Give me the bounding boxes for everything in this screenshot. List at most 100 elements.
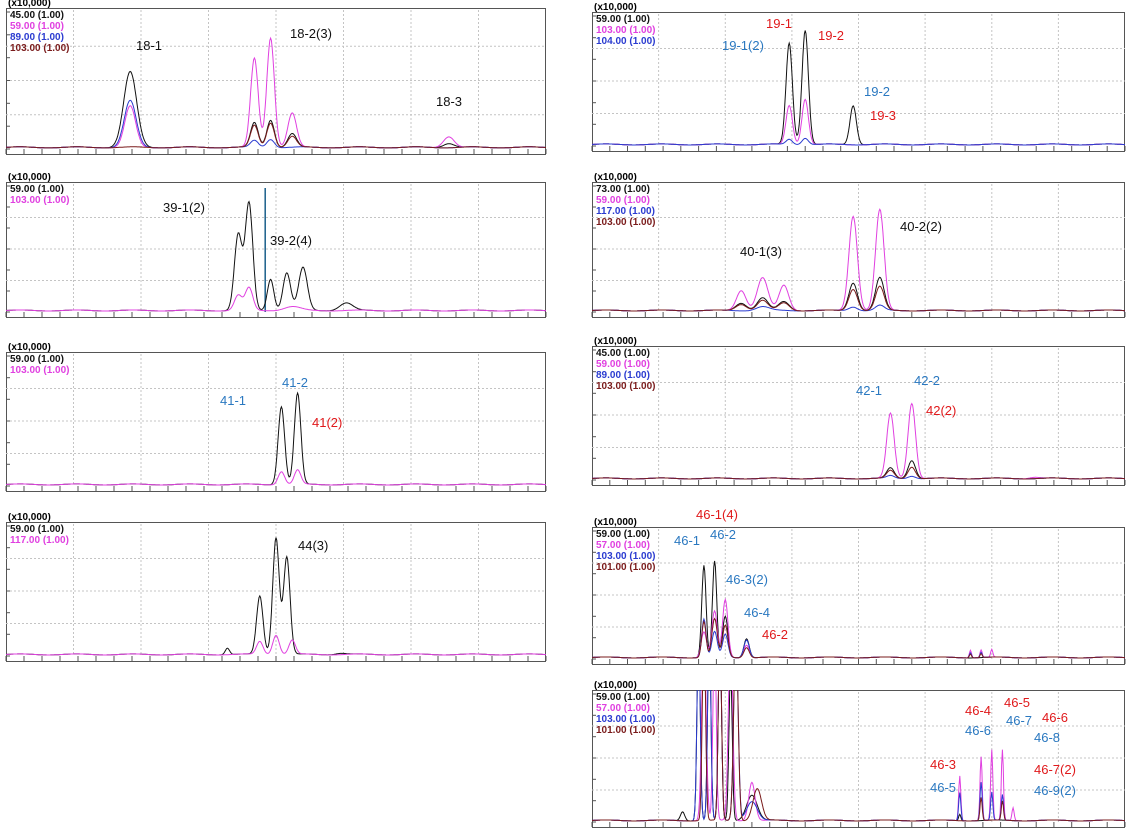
series-magenta (6, 634, 546, 656)
plot-area (5, 8, 547, 155)
frame (6, 352, 546, 492)
peak-label: 46-1(4) (696, 507, 738, 522)
scale-label: (x10,000) (8, 343, 51, 352)
legend-entry: 59.00 (1.00) (10, 354, 64, 365)
plot-area (591, 12, 1126, 152)
chromatogram-46-a: (x10,000) 59.00 (1.00) 57.00 (1.00) 103.00… (591, 507, 1126, 665)
frame (592, 690, 1125, 828)
legend-entry: 45.00 (1.00) (596, 348, 650, 359)
frame (6, 182, 546, 318)
scale-label: (x10,000) (8, 513, 51, 522)
legend-entry: 101.00 (1.00) (596, 725, 656, 736)
legend-entry: 59.00 (1.00) (596, 359, 650, 370)
peak-label: 46-5 (930, 780, 957, 795)
frame (592, 346, 1125, 486)
peak-label: 46-6 (965, 723, 992, 738)
peak-label: 19-1(2) (722, 38, 764, 53)
peak-label: 46-4 (744, 605, 771, 620)
legend-entry: 103.00 (1.00) (596, 25, 656, 36)
legend-entry: 103.00 (1.00) (10, 195, 70, 206)
chromatogram-41: (x10,000) 59.00 (1.00) 103.00 (1.00) 41-1… (5, 343, 547, 492)
scale-label: (x10,000) (594, 518, 637, 527)
scale-label: (x10,000) (594, 173, 637, 182)
chromatogram-46-b: (x10,000) 59.00 (1.00) 57.00 (1.00) 103.00… (591, 681, 1126, 828)
peak-label: 46-9(2) (1034, 783, 1076, 798)
legend-entry: 103.00 (1.00) (596, 217, 656, 228)
peak-label: 46-8 (1034, 730, 1061, 745)
peak-label: 18-1 (136, 38, 163, 53)
series-brown (592, 617, 1125, 659)
legend-entry: 59.00 (1.00) (10, 524, 64, 535)
legend-entry: 59.00 (1.00) (596, 195, 650, 206)
peak-label: 41(2) (312, 415, 343, 430)
frame (6, 522, 546, 662)
plot-area (591, 690, 1126, 828)
peak-label: 46-6 (1042, 710, 1069, 725)
peak-label: 41-1 (220, 393, 247, 408)
frame (592, 12, 1125, 152)
scale-label: (x10,000) (594, 681, 637, 690)
series-brown (592, 466, 1125, 480)
plot-area (5, 352, 547, 492)
series-brown (6, 122, 546, 149)
frame (592, 182, 1125, 318)
legend-entry: 57.00 (1.00) (596, 540, 650, 551)
scale-label: (x10,000) (8, 0, 51, 8)
peak-label: 18-3 (436, 94, 463, 109)
legend-entry: 59.00 (1.00) (10, 21, 64, 32)
peak-label: 19-2 (864, 84, 891, 99)
legend-entry: 73.00 (1.00) (596, 184, 650, 195)
legend-entry: 117.00 (1.00) (10, 535, 69, 546)
scale-label: (x10,000) (594, 337, 637, 346)
series-blue (592, 137, 1125, 146)
plot-area (5, 522, 547, 662)
peak-label: 42(2) (926, 403, 957, 418)
peak-label: 42-2 (914, 373, 941, 388)
legend-entry: 45.00 (1.00) (10, 10, 64, 21)
peak-label: 40-2(2) (900, 219, 942, 234)
scale-label: (x10,000) (8, 173, 51, 182)
peak-label: 46-7(2) (1034, 762, 1076, 777)
peak-label: 46-4 (965, 703, 992, 718)
peak-label: 46-3 (930, 757, 957, 772)
legend: 45.00 (1.00) 59.00 (1.00) 89.00 (1.00) 103.… (10, 10, 70, 54)
chromatogram-40: (x10,000) 73.00 (1.00) 59.00 (1.00) 117.00… (591, 173, 1126, 318)
scale-label: (x10,000) (594, 3, 637, 12)
chromatogram-44: (x10,000) 59.00 (1.00) 117.00 (1.00) 44(3… (5, 513, 547, 662)
frame (6, 8, 546, 155)
legend-entry: 103.00 (1.00) (10, 365, 70, 376)
peak-label: 39-1(2) (163, 200, 205, 215)
plot-area (591, 527, 1126, 665)
chromatogram-19: (x10,000) 59.00 (1.00) 103.00 (1.00) 104.0… (591, 3, 1126, 152)
peak-label: 39-2(4) (270, 233, 312, 248)
peak-label: 46-2 (710, 527, 737, 542)
peak-label: 46-5 (1004, 695, 1031, 710)
legend-entry: 89.00 (1.00) (596, 370, 650, 381)
legend-entry: 103.00 (1.00) (596, 714, 656, 725)
legend-entry: 59.00 (1.00) (10, 184, 64, 195)
legend-entry: 117.00 (1.00) (596, 206, 655, 217)
legend: 59.00 (1.00) 103.00 (1.00) 104.00 (1.00) (596, 14, 656, 47)
legend-entry: 59.00 (1.00) (596, 692, 650, 703)
chromatogram-18: (x10,000) 45.00 (1.00) 59.00 (1.00) 89.00 … (5, 0, 547, 155)
legend-entry: 59.00 (1.00) (596, 529, 650, 540)
peak-label: 46-3(2) (726, 572, 768, 587)
legend-entry: 57.00 (1.00) (596, 703, 650, 714)
peak-label: 42-1 (856, 383, 883, 398)
series-brown (592, 285, 1125, 312)
series-magenta (6, 469, 546, 486)
legend: 59.00 (1.00) 57.00 (1.00) 103.00 (1.00) 101… (596, 529, 656, 573)
peak-label: 40-1(3) (740, 244, 782, 259)
plot-area (591, 346, 1126, 486)
chromatogram-39: (x10,000) 59.00 (1.00) 103.00 (1.00) 39-1… (5, 173, 547, 318)
peak-label: 46-1 (674, 533, 701, 548)
peak-label: 46-2 (762, 627, 789, 642)
chromatogram-42: (x10,000) 45.00 (1.00) 59.00 (1.00) 89.00 … (591, 337, 1126, 486)
plot-area (5, 182, 547, 318)
legend: 59.00 (1.00) 117.00 (1.00) (10, 524, 69, 546)
peak-label: 19-1 (766, 16, 793, 31)
plot-area (591, 182, 1126, 318)
legend-entry: 89.00 (1.00) (10, 32, 64, 43)
series-brown (592, 690, 1125, 822)
peak-label: 46-7 (1006, 713, 1033, 728)
